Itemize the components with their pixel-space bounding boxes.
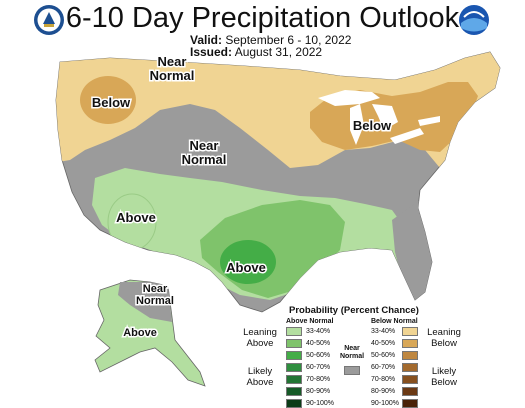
alaska-near-normal xyxy=(118,282,172,322)
legend-likely-below: Likely Below xyxy=(424,366,464,388)
issued-value: August 31, 2022 xyxy=(234,45,323,59)
issued-label: Issued: xyxy=(190,45,233,59)
legend-below-bin-label: 33-40% xyxy=(371,328,396,335)
lake-michigan xyxy=(350,104,364,145)
legend-above-bin-label: 60-70% xyxy=(306,364,331,371)
noaa-logo-icon xyxy=(459,5,489,35)
lake-superior xyxy=(318,90,380,106)
map-label-near-normal-ak-1: Near xyxy=(143,283,168,295)
valid-dates: Valid: September 6 - 10, 2022 xyxy=(190,34,351,47)
legend-leaning-below-1: Leaning xyxy=(427,327,461,338)
page-title: 6-10 Day Precipitation Outlook xyxy=(65,2,460,34)
legend-above-bin-label: 50-60% xyxy=(306,352,331,359)
legend-above-swatch xyxy=(286,375,302,384)
alaska xyxy=(94,279,206,387)
map-label-above-sw: Above xyxy=(116,210,156,225)
legend-leaning-above-2: Above xyxy=(246,338,274,349)
below-40-50-nw xyxy=(80,76,136,124)
legend-near-normal-line-1: Near xyxy=(344,345,360,352)
map-label-near-normal-ak-2: Normal xyxy=(136,295,174,307)
valid-label: Valid: xyxy=(190,33,223,47)
valid-value: September 6 - 10, 2022 xyxy=(225,33,352,47)
legend-below-swatch xyxy=(402,327,418,336)
legend-above-swatch xyxy=(286,327,302,336)
map-label-above-tx: Above xyxy=(226,260,266,275)
legend-below-swatch xyxy=(402,339,418,348)
legend-title: Probability (Percent Chance) xyxy=(289,305,419,316)
map-label-above-ak: Above xyxy=(123,327,157,339)
map-label-near-normal-central-2: Normal xyxy=(182,152,227,167)
legend-above-header: Above Normal xyxy=(286,318,334,325)
legend-below-swatch xyxy=(402,363,418,372)
legend-below-header: Below Normal xyxy=(371,318,418,325)
map-label-near-normal-nw-2: Normal xyxy=(150,68,195,83)
issued-date: Issued: August 31, 2022 xyxy=(190,46,322,59)
legend-above-swatch xyxy=(286,387,302,396)
legend-likely-below-1: Likely xyxy=(431,366,457,377)
above-50-60-tx xyxy=(220,240,276,284)
department-of-commerce-seal-icon xyxy=(34,5,64,35)
legend-likely-above: Likely Above xyxy=(240,366,280,388)
legend-likely-above-1: Likely xyxy=(247,366,273,377)
lake-huron xyxy=(372,104,398,130)
legend-below-swatch xyxy=(402,351,418,360)
lake-ontario xyxy=(418,116,440,126)
legend-below-bin-label: 40-50% xyxy=(371,340,396,347)
legend-above-bin-label: 70-80% xyxy=(306,376,331,383)
map-label-near-normal-central-1: Near xyxy=(190,138,219,153)
legend-likely-above-2: Above xyxy=(246,377,274,388)
legend-near-normal-line-2: Normal xyxy=(339,353,365,360)
legend-near-normal-swatch xyxy=(344,366,360,375)
legend-above-swatch xyxy=(286,351,302,360)
legend-leaning-below-2: Below xyxy=(431,338,457,349)
legend-near-normal-label: Near Normal xyxy=(337,345,367,361)
legend-above-swatch xyxy=(286,339,302,348)
legend-above-swatch xyxy=(286,399,302,408)
legend-below-bin-label: 90-100% xyxy=(371,400,400,407)
legend-below-bin-label: 60-70% xyxy=(371,364,396,371)
legend-above-bin-label: 40-50% xyxy=(306,340,331,347)
legend-above-swatch xyxy=(286,363,302,372)
lake-erie xyxy=(390,128,424,144)
legend-above-bin-label: 90-100% xyxy=(306,400,335,407)
legend-below-bin-label: 80-90% xyxy=(371,388,396,395)
legend-leaning-above: Leaning Above xyxy=(240,327,280,349)
legend-below-bin-label: 70-80% xyxy=(371,376,396,383)
legend-above-bin-label: 80-90% xyxy=(306,388,331,395)
map-label-below-nw: Below xyxy=(92,95,131,110)
legend-below-swatch xyxy=(402,399,418,408)
map-label-below-ne: Below xyxy=(353,118,392,133)
legend-above-bin-label: 33-40% xyxy=(306,328,331,335)
legend-likely-below-2: Below xyxy=(431,377,457,388)
legend-below-bin-label: 50-60% xyxy=(371,352,396,359)
legend-leaning-above-1: Leaning xyxy=(243,327,277,338)
legend-below-swatch xyxy=(402,387,418,396)
map-label-near-normal-nw-1: Near xyxy=(158,54,187,69)
legend-below-swatch xyxy=(402,375,418,384)
legend-leaning-below: Leaning Below xyxy=(424,327,464,349)
